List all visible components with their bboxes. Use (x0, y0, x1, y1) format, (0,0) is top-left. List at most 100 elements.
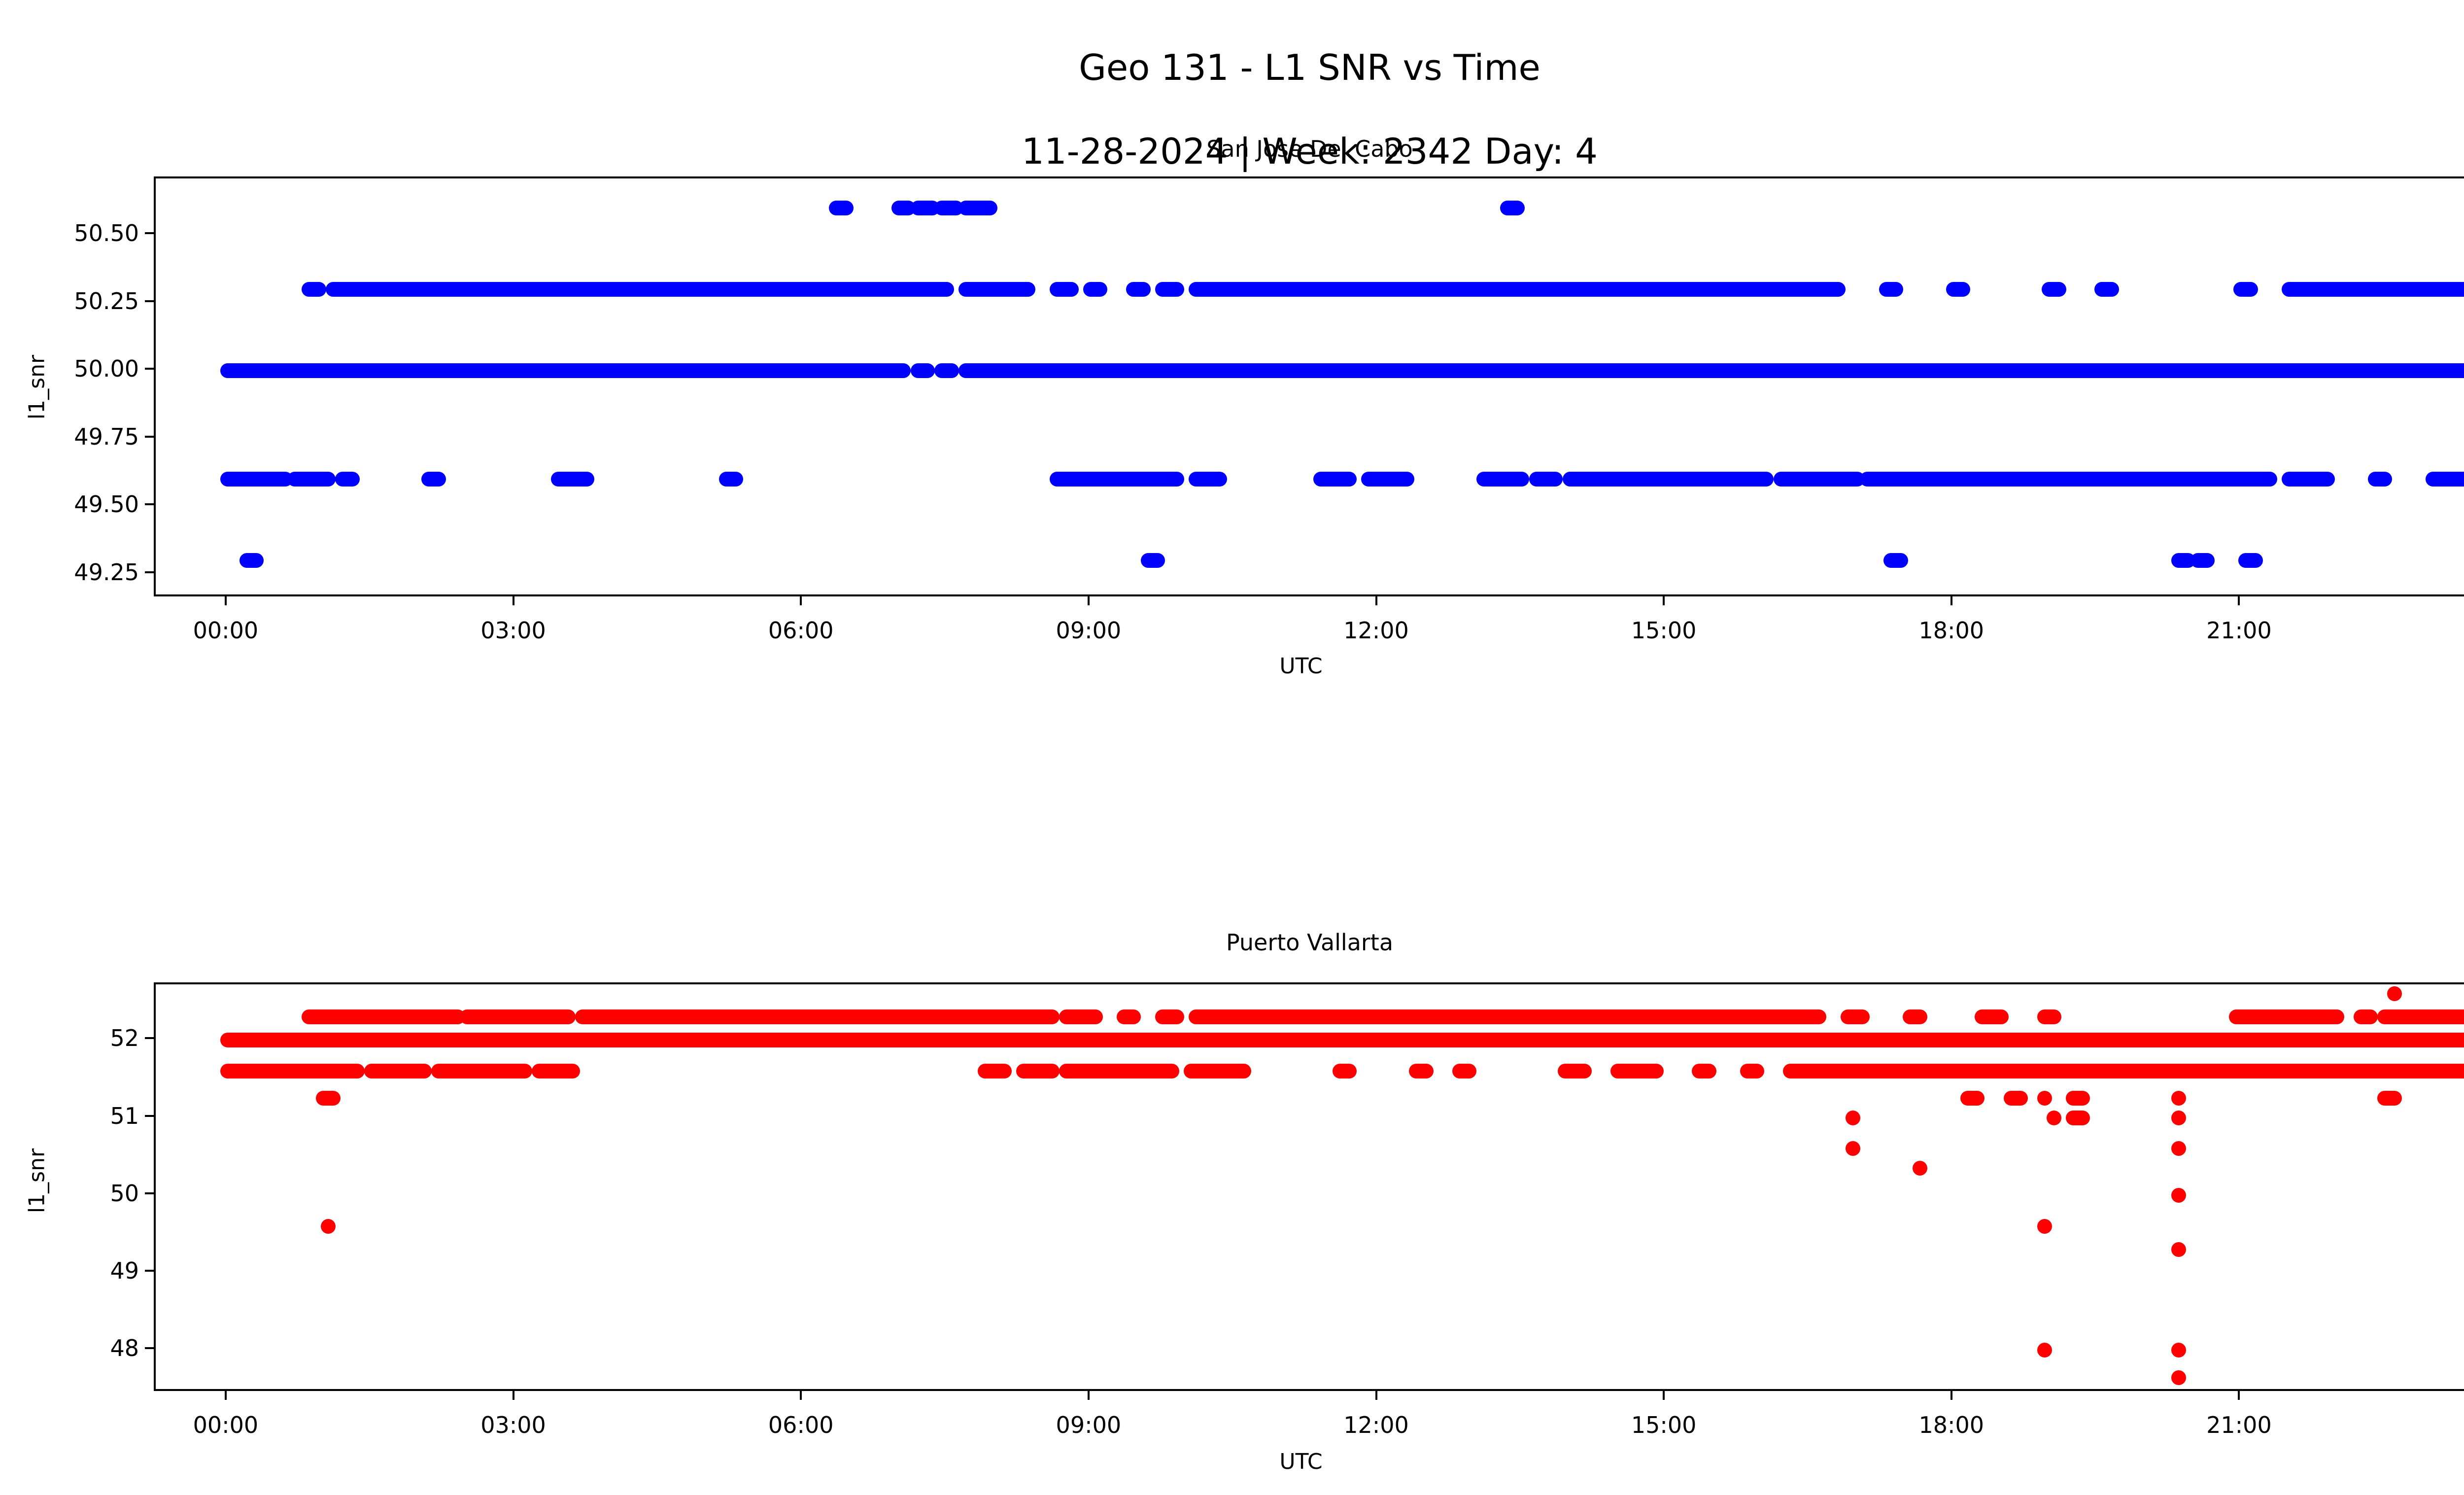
data-point-run (325, 282, 955, 297)
x-tick-mark (1375, 596, 1377, 605)
data-point-run (1783, 1064, 2464, 1079)
data-point-run (1529, 472, 1563, 487)
y-tick-mark (145, 1192, 154, 1194)
data-point-run (239, 553, 264, 568)
data-point-run (1155, 1009, 1184, 1025)
data-point-run (1361, 472, 1414, 487)
data-point-run (421, 472, 446, 487)
data-point-run (2353, 1009, 2378, 1025)
x-tick-mark (800, 596, 802, 605)
data-point-run (316, 1091, 341, 1106)
x-axis-label-bottom: UTC (1279, 1449, 1323, 1474)
subplot-title-top: San Jose Del Cabo (1206, 136, 1413, 162)
x-axis-label-top: UTC (1279, 654, 1323, 679)
x-tick-label: 09:00 (1056, 1412, 1122, 1438)
data-point (1845, 1141, 1860, 1156)
x-tick-mark (1087, 1391, 1090, 1400)
data-point-run (2281, 472, 2335, 487)
y-tick-label: 50.00 (74, 355, 139, 382)
data-point-run (1960, 1091, 1985, 1106)
data-point-run (220, 1064, 365, 1079)
data-point (1845, 1110, 1860, 1125)
data-point-run (1692, 1064, 1716, 1079)
data-point-run (431, 1064, 532, 1079)
y-tick-mark (145, 300, 154, 302)
y-tick-mark (145, 232, 154, 235)
y-tick-label: 49 (110, 1257, 139, 1285)
data-point-run (1188, 1009, 1827, 1025)
data-point-run (2233, 282, 2258, 297)
y-tick-mark (145, 368, 154, 370)
data-point-run (1188, 472, 1228, 487)
data-point-run (302, 282, 326, 297)
data-point-run (1016, 1064, 1060, 1079)
x-tick-label: 12:00 (1343, 617, 1409, 644)
data-point (2171, 1370, 2186, 1385)
data-point-run (829, 201, 854, 216)
data-point-run (1049, 282, 1079, 297)
x-tick-mark (1375, 1391, 1377, 1400)
data-point-run (1059, 1064, 1180, 1079)
data-point-run (2377, 1091, 2402, 1106)
data-point-run (2037, 1009, 2062, 1025)
data-point-run (1409, 1064, 1434, 1079)
data-point-run (1879, 282, 1904, 297)
x-tick-mark (512, 596, 514, 605)
data-point-run (1500, 201, 1525, 216)
x-tick-mark (512, 1391, 514, 1400)
suptitle-line-1: Geo 131 - L1 SNR vs Time (1079, 46, 1540, 88)
data-point-run (934, 363, 959, 379)
data-point-run (287, 472, 336, 487)
data-point-run (1975, 1009, 2009, 1025)
x-tick-label: 03:00 (480, 617, 546, 644)
data-point-run (1140, 553, 1165, 568)
panel-san-jose-del-cabo: San Jose Del Cabo l1_snr 50.50 50.25 50.00… (0, 0, 2464, 690)
data-point-run (302, 1009, 465, 1025)
data-point-run (977, 1064, 1012, 1079)
data-point (2037, 1343, 2052, 1358)
data-point-run (1946, 282, 1971, 297)
y-tick-label: 50 (110, 1180, 139, 1207)
x-tick-label: 15:00 (1631, 1412, 1697, 1438)
data-point-run (958, 282, 1036, 297)
data-point-run (220, 472, 293, 487)
x-tick-mark (2238, 596, 2240, 605)
data-point-run (1773, 472, 1865, 487)
data-point-run (2238, 553, 2263, 568)
y-axis-label-top: l1_snr (24, 354, 50, 420)
x-tick-label: 15:00 (1631, 617, 1697, 644)
y-tick-mark (145, 1347, 154, 1350)
y-tick-label: 49.50 (74, 491, 139, 518)
plot-area-top[interactable] (154, 176, 2464, 596)
data-point (2037, 1091, 2052, 1106)
data-point-run (1188, 282, 1846, 297)
data-point-run (1126, 282, 1151, 297)
x-tick-label: 00:00 (193, 617, 259, 644)
data-point-run (910, 363, 935, 379)
y-axis-label-bottom: l1_snr (24, 1148, 50, 1214)
data-point-run (220, 363, 911, 379)
data-point-run (2065, 1091, 2090, 1106)
plot-area-bottom[interactable] (154, 982, 2464, 1391)
x-tick-label: 06:00 (768, 617, 834, 644)
data-point-run (1859, 472, 2277, 487)
data-point (2171, 1187, 2186, 1203)
x-tick-label: 18:00 (1918, 1412, 1985, 1438)
data-point-run (1155, 282, 1184, 297)
data-point-run (575, 1009, 1060, 1025)
data-point-run (958, 363, 2464, 379)
data-point-run (1476, 472, 1530, 487)
data-point (2171, 1110, 2186, 1125)
y-tick-mark (145, 1114, 154, 1117)
data-point-run (1184, 1064, 1252, 1079)
x-tick-label: 21:00 (2206, 1412, 2272, 1438)
suptitle-line-2: 11-28-2024 | Week: 2342 Day: 4 (1022, 130, 1598, 172)
data-point-run (460, 1009, 576, 1025)
x-tick-label: 21:00 (2206, 617, 2272, 644)
x-tick-mark (224, 1391, 227, 1400)
data-point-run (1883, 553, 1908, 568)
data-point-run (220, 1033, 2464, 1048)
data-point-run (2003, 1091, 2028, 1106)
data-point-run (1610, 1064, 1664, 1079)
data-point-run (2281, 282, 2464, 297)
